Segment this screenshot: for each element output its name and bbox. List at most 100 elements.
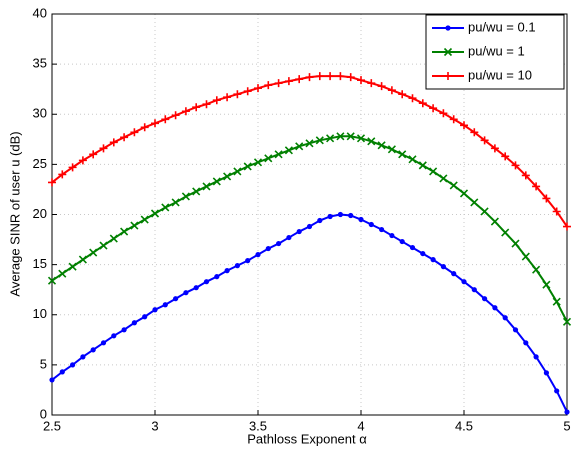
point (203, 279, 210, 285)
y-tick-label: 40 (33, 5, 47, 20)
point (100, 340, 107, 346)
point (367, 79, 376, 88)
point (183, 290, 189, 296)
point (326, 134, 335, 143)
point (214, 274, 220, 280)
point (253, 158, 263, 167)
legend-marker (445, 25, 451, 31)
point (111, 333, 117, 339)
point (562, 317, 572, 326)
point (109, 234, 118, 243)
point (418, 99, 427, 108)
point (140, 123, 149, 132)
legend-marker (443, 47, 453, 57)
point (512, 327, 519, 333)
point (501, 152, 510, 161)
point (470, 128, 479, 137)
point (430, 257, 436, 263)
point (326, 72, 335, 81)
point (140, 215, 149, 224)
point (564, 409, 570, 415)
point (48, 178, 56, 187)
point (490, 217, 499, 226)
point (284, 77, 293, 86)
point (70, 362, 76, 368)
point (151, 119, 159, 128)
legend-label: pu/wu = 10 (468, 67, 532, 82)
point (367, 137, 376, 146)
x-tick-label: 3 (151, 418, 158, 433)
point (511, 239, 520, 248)
point (243, 162, 252, 171)
point (47, 276, 57, 285)
point (501, 228, 510, 237)
point (90, 347, 96, 353)
point (420, 250, 426, 257)
x-axis-label: Pathloss Exponent α (247, 431, 367, 446)
point (336, 72, 345, 81)
point (295, 142, 304, 151)
y-tick-label: 25 (33, 156, 47, 171)
x-tick-label: 3.5 (249, 418, 267, 433)
point (358, 216, 364, 223)
point (58, 170, 67, 179)
point (234, 263, 240, 269)
point (305, 73, 314, 82)
point (429, 167, 438, 176)
point (480, 207, 489, 216)
point (233, 90, 242, 99)
point (439, 174, 448, 183)
point (295, 75, 304, 84)
y-tick-label: 10 (33, 306, 47, 321)
point (315, 136, 324, 145)
point (130, 221, 139, 230)
point (377, 82, 386, 91)
point (171, 111, 180, 120)
point (89, 150, 98, 159)
point (202, 182, 211, 191)
point (181, 107, 190, 116)
point (255, 252, 261, 258)
point (212, 177, 221, 186)
point (68, 163, 77, 172)
point (408, 155, 417, 164)
point (337, 211, 343, 218)
point (181, 192, 190, 201)
point (150, 209, 160, 218)
point (193, 285, 199, 291)
point (80, 354, 86, 360)
point (223, 93, 232, 102)
point (533, 354, 539, 360)
point (449, 181, 458, 190)
point (552, 207, 561, 216)
legend-marker (444, 72, 452, 80)
point (482, 296, 488, 302)
point (523, 340, 529, 346)
point (78, 255, 87, 264)
legend: pu/wu = 0.1 pu/wu = 1 pu/wu = 10 (425, 14, 565, 90)
point (99, 144, 108, 153)
point (274, 150, 283, 159)
point (532, 182, 541, 191)
point (502, 315, 508, 321)
point (480, 136, 489, 145)
point (265, 245, 271, 252)
point (542, 280, 551, 289)
y-tick-label: 5 (40, 356, 47, 371)
point (356, 134, 366, 143)
point (120, 133, 129, 142)
point (274, 79, 283, 88)
point (109, 138, 118, 147)
x-tick-label: 5 (563, 418, 570, 433)
point (348, 212, 354, 219)
point (224, 268, 230, 274)
point (171, 198, 180, 207)
y-tick-label: 20 (33, 206, 47, 221)
point (161, 115, 170, 124)
y-tick-label: 30 (33, 106, 47, 121)
point (440, 264, 446, 270)
point (389, 232, 395, 239)
point (459, 189, 469, 198)
point (130, 128, 139, 137)
